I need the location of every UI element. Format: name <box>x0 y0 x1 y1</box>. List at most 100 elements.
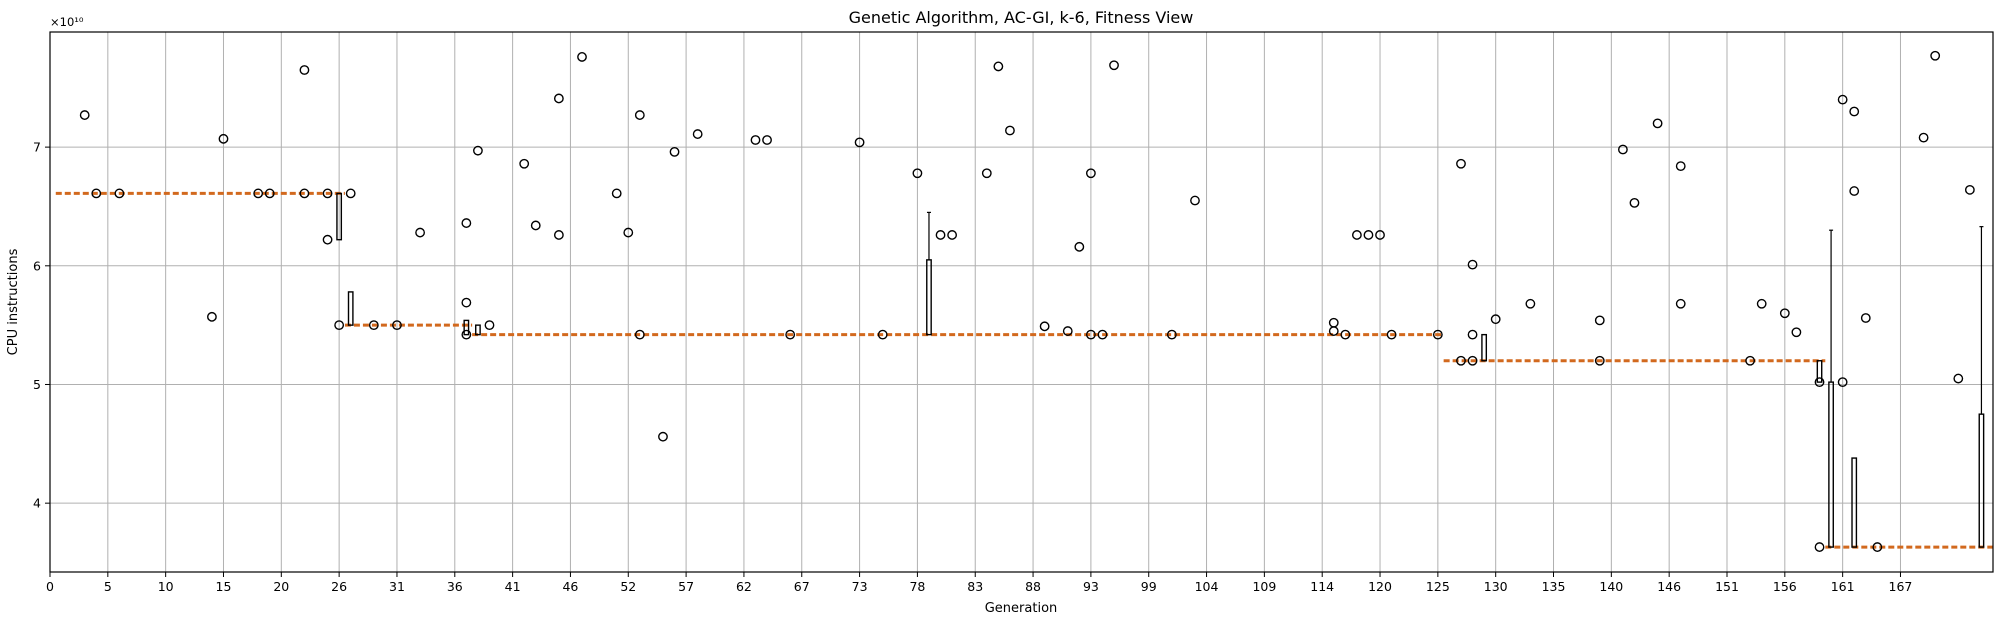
outlier-point <box>1351 230 1362 240</box>
outlier-point <box>1490 314 1501 325</box>
x-tick-label: 78 <box>909 579 925 594</box>
outlier-point <box>1918 132 1929 143</box>
box-body <box>1481 333 1488 362</box>
outlier-point <box>658 431 668 442</box>
outlier-point <box>1953 373 1964 384</box>
outlier-point <box>322 188 333 199</box>
outlier-point <box>334 320 345 331</box>
outlier-point <box>91 188 102 199</box>
outlier-point <box>623 227 634 238</box>
outlier-point <box>912 168 923 179</box>
outlier-point <box>79 110 90 120</box>
outlier-point <box>519 158 530 169</box>
outlier-point <box>392 320 402 331</box>
x-tick-label: 146 <box>1657 579 1681 594</box>
x-tick-label: 52 <box>620 579 636 594</box>
x-tick-label: 88 <box>1025 579 1041 594</box>
tick-layer: 0 5 10 15 20 26 31 36 41 46 52 57 62 67 73 78 83 88 93 99 10… <box>33 140 1912 594</box>
x-tick-label: 67 <box>794 579 810 594</box>
outlier-point <box>1675 161 1686 172</box>
outlier-point <box>368 320 379 331</box>
median-layer <box>55 191 1993 549</box>
x-tick-label: 93 <box>1083 579 1099 594</box>
box-body <box>475 324 481 336</box>
outlier-point <box>634 329 645 340</box>
outlier-point <box>1849 186 1860 196</box>
outlier-point <box>1964 184 1975 195</box>
y-axis-label: CPU instructions <box>6 248 21 355</box>
outlier-point <box>1166 329 1177 340</box>
outlier-point <box>264 188 275 199</box>
outlier-point <box>981 168 992 179</box>
outlier-point <box>1190 195 1200 206</box>
outlier-point <box>1872 542 1883 552</box>
y-multiplier-label: ×10¹⁰ <box>50 15 84 29</box>
outlier-point <box>1005 125 1015 136</box>
outlier-point <box>854 137 865 148</box>
outlier-point <box>322 234 333 245</box>
box-body <box>347 291 354 326</box>
outlier-point <box>1039 321 1050 332</box>
box-body <box>463 319 470 336</box>
outlier-point <box>1837 94 1848 105</box>
outlier-point <box>1386 329 1397 340</box>
outlier-point <box>461 329 472 340</box>
outlier-point <box>947 230 958 240</box>
outlier-point <box>1328 326 1339 336</box>
outlier-point <box>553 93 564 104</box>
x-tick-label: 15 <box>216 579 232 594</box>
outlier-point <box>1456 158 1466 169</box>
x-tick-label: 104 <box>1195 579 1219 594</box>
x-tick-label: 151 <box>1715 579 1739 594</box>
box-body <box>336 192 343 241</box>
x-tick-label: 0 <box>46 579 54 594</box>
outlier-point <box>1525 298 1536 309</box>
outlier-point <box>577 52 587 62</box>
chart-title: Genetic Algorithm, AC-GI, k-6, Fitness V… <box>849 8 1194 27</box>
x-tick-label: 10 <box>158 579 174 594</box>
outlier-point <box>1930 50 1941 61</box>
x-tick-label: 109 <box>1252 579 1276 594</box>
outlier-point <box>669 146 680 157</box>
x-tick-label: 46 <box>562 579 578 594</box>
y-tick-label: 5 <box>33 377 41 392</box>
outlier-point <box>1814 542 1825 552</box>
outlier-point <box>1791 327 1802 338</box>
outlier-point <box>1456 355 1466 366</box>
box-body <box>1978 413 1985 548</box>
outlier-point <box>207 311 217 322</box>
outlier-point <box>877 329 888 340</box>
outlier-point <box>461 218 472 228</box>
outlier-point <box>750 135 761 145</box>
x-tick-label: 99 <box>1141 579 1157 594</box>
grid-layer <box>49 32 1993 572</box>
outlier-point <box>1629 198 1640 208</box>
outlier-point <box>553 230 564 240</box>
x-tick-label: 31 <box>389 579 405 594</box>
outlier-point <box>1756 298 1767 309</box>
outlier-point <box>253 188 264 199</box>
box-body <box>1828 381 1834 548</box>
x-tick-label: 156 <box>1773 579 1797 594</box>
outlier-point <box>1340 329 1351 340</box>
y-tick-label: 7 <box>33 140 41 155</box>
x-tick-label: 114 <box>1310 579 1334 594</box>
outlier-point <box>1675 298 1686 309</box>
outlier-point <box>114 188 125 199</box>
outlier-point <box>461 297 472 308</box>
y-tick-label: 6 <box>33 258 41 273</box>
x-tick-label: 83 <box>967 579 983 594</box>
y-tick-label: 4 <box>33 496 41 511</box>
outlier-point <box>1467 355 1478 366</box>
outlier-point <box>1085 329 1096 340</box>
x-tick-label: 140 <box>1599 579 1623 594</box>
outlier-point <box>1594 315 1605 326</box>
x-tick-label: 36 <box>447 579 463 594</box>
outlier-point <box>484 320 495 331</box>
outlier-point <box>1618 144 1628 155</box>
outlier-point <box>1814 377 1825 388</box>
x-tick-label: 130 <box>1484 579 1508 594</box>
outlier-point <box>1849 106 1860 117</box>
outlier-point <box>993 61 1004 72</box>
